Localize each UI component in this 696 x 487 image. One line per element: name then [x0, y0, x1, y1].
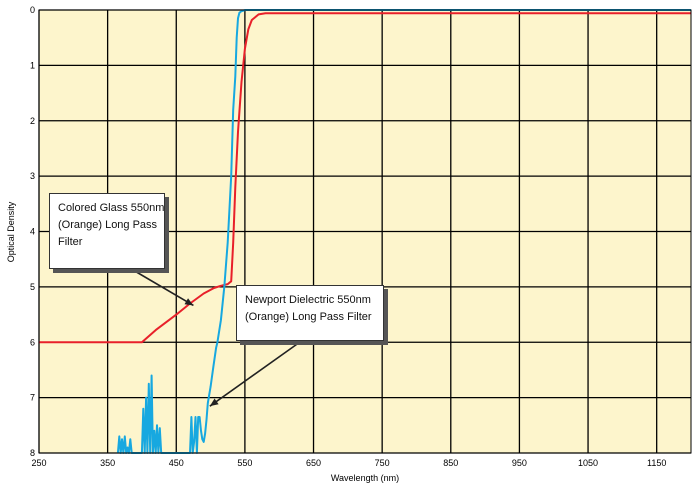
y-tick-label: 5	[30, 282, 35, 292]
plot-frame	[38, 9, 692, 454]
x-tick-labels: 250 350 450 550 650 750 850 950 1050 1150	[31, 458, 666, 468]
y-tick-label: 7	[30, 393, 35, 403]
arrow-newport-dielectric-head	[209, 398, 219, 407]
x-tick-label: 750	[375, 458, 390, 468]
y-tick-labels: 0 1 2 3 4 5 6 7 8	[30, 5, 35, 458]
callout-text-line: Filter	[58, 236, 83, 248]
callout-newport-dielectric: Newport Dielectric 550nm (Orange) Long P…	[236, 285, 384, 341]
y-tick-label: 8	[30, 448, 35, 458]
x-tick-label: 250	[31, 458, 46, 468]
callout-text-line: (Orange) Long Pass	[58, 219, 158, 231]
callout-arrows	[132, 269, 301, 407]
y-tick-label: 3	[30, 171, 35, 181]
arrow-colored-glass-head	[184, 298, 194, 306]
x-axis-label: Wavelength (nm)	[331, 473, 399, 483]
arrow-newport-dielectric	[209, 341, 301, 407]
callout-text-line: (Orange) Long Pass Filter	[245, 311, 372, 323]
arrow-colored-glass	[132, 269, 194, 307]
y-tick-label: 0	[30, 5, 35, 15]
x-tick-label: 1150	[647, 458, 666, 468]
series-line-colored-glass	[39, 12, 691, 344]
callout-colored-glass: Colored Glass 550nm (Orange) Long Pass F…	[49, 193, 165, 269]
x-tick-label: 650	[306, 458, 321, 468]
callout-text-line: Newport Dielectric 550nm	[245, 294, 371, 306]
x-tick-label: 850	[443, 458, 458, 468]
y-tick-label: 1	[30, 60, 35, 70]
x-tick-label: 450	[169, 458, 184, 468]
x-tick-label: 550	[237, 458, 252, 468]
x-tick-label: 350	[100, 458, 115, 468]
y-tick-label: 6	[30, 337, 35, 347]
callout-text-line: Colored Glass 550nm	[58, 202, 165, 214]
y-axis-label: Optical Density	[6, 201, 16, 262]
y-tick-label: 2	[30, 116, 35, 126]
y-tick-label: 4	[30, 227, 35, 237]
x-tick-label: 1050	[578, 458, 598, 468]
x-tick-label: 950	[512, 458, 527, 468]
